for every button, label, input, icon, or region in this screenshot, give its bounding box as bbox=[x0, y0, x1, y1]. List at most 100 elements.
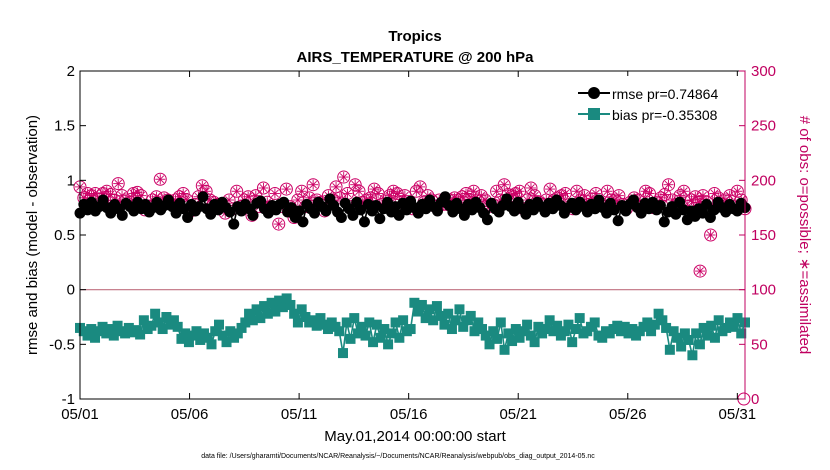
bias-point bbox=[337, 348, 348, 359]
rmse-point bbox=[335, 212, 347, 224]
rmse-point bbox=[355, 204, 367, 216]
bias-point bbox=[161, 312, 172, 322]
obs-assimilated-point bbox=[269, 188, 280, 199]
bias-point bbox=[236, 322, 247, 333]
legend-rmse-label: rmse pr=0.74864 bbox=[612, 86, 718, 102]
bias-point bbox=[668, 326, 679, 337]
bias-point bbox=[653, 308, 664, 319]
bias-point bbox=[559, 326, 570, 337]
bias-point bbox=[567, 337, 578, 348]
bias-point bbox=[510, 324, 521, 335]
rmse-point bbox=[358, 216, 370, 228]
y-tick-label-right: 250 bbox=[751, 118, 776, 135]
bias-point bbox=[292, 317, 303, 328]
bias-point bbox=[183, 337, 194, 348]
y-tick-label-left: 2 bbox=[67, 63, 75, 80]
obs-assimilated-point bbox=[338, 172, 349, 183]
obs-assimilated-point bbox=[602, 186, 613, 197]
rmse-point bbox=[701, 198, 713, 210]
bias-point bbox=[683, 334, 694, 345]
bias-point bbox=[503, 328, 514, 339]
bias-point bbox=[379, 324, 390, 335]
x-tick-label: 05/26 bbox=[609, 406, 647, 423]
x-tick-label: 05/01 bbox=[61, 406, 99, 423]
data-file-footnote: data file: /Users/gharamti/Documents/NCA… bbox=[201, 453, 595, 460]
bias-point bbox=[244, 308, 255, 319]
obs-assimilated-point bbox=[373, 188, 384, 199]
obs-assimilated-point bbox=[334, 192, 345, 203]
obs-possible-point bbox=[413, 180, 427, 194]
obs-assimilated-point bbox=[663, 179, 674, 190]
rmse-point bbox=[224, 206, 236, 218]
x-tick-label: 05/16 bbox=[390, 406, 428, 423]
obs-possible-point bbox=[524, 181, 538, 195]
x-tick-label: 05/06 bbox=[171, 406, 209, 423]
bias-point bbox=[240, 317, 251, 328]
obs-assimilated-point bbox=[468, 186, 479, 197]
bias-point bbox=[405, 324, 416, 335]
obs-possible-point bbox=[693, 264, 707, 278]
bias-point bbox=[646, 326, 657, 337]
obs-assimilated-point bbox=[705, 230, 716, 240]
bias-point bbox=[398, 315, 409, 326]
bias-point bbox=[394, 332, 405, 343]
bias-point bbox=[627, 324, 638, 335]
obs-assimilated-point bbox=[545, 184, 556, 195]
bias-point bbox=[375, 332, 386, 343]
x-tick-label: 05/21 bbox=[499, 406, 537, 423]
rmse-point bbox=[182, 212, 194, 224]
legend: rmse pr=0.74864 bias pr=-0.35308 bbox=[575, 76, 740, 124]
bias-point bbox=[446, 324, 457, 335]
bias-point bbox=[552, 320, 563, 331]
rmse-point bbox=[374, 213, 386, 225]
bias-point bbox=[597, 332, 608, 343]
rmse-point bbox=[247, 209, 259, 221]
obs-possible-point bbox=[704, 228, 718, 242]
rmse-point bbox=[228, 218, 240, 230]
y-tick-label-left: 1.5 bbox=[54, 118, 75, 135]
bias-point bbox=[168, 315, 179, 326]
y-tick-label-left: -0.5 bbox=[49, 336, 75, 353]
bias-point bbox=[105, 324, 116, 335]
obs-assimilated-point bbox=[514, 186, 525, 197]
bias-point bbox=[450, 315, 461, 326]
bias-point bbox=[473, 317, 484, 328]
bias-point bbox=[368, 337, 379, 348]
bias-point bbox=[664, 344, 675, 355]
y-tick-label-right: 100 bbox=[751, 282, 776, 299]
bias-point bbox=[180, 328, 191, 339]
x-tick-label: 05/11 bbox=[281, 406, 317, 423]
rmse-point bbox=[320, 205, 332, 217]
y-axis-label-right: # of obs: o=possible; ∗=assimilated bbox=[796, 116, 813, 355]
bias-point bbox=[443, 308, 454, 319]
bias-point bbox=[672, 332, 683, 343]
bias-point bbox=[525, 330, 536, 341]
bias-point bbox=[349, 313, 360, 324]
bias-point bbox=[300, 312, 311, 322]
bias-point bbox=[563, 319, 574, 330]
bias-point bbox=[687, 350, 698, 361]
bias-point bbox=[262, 308, 273, 319]
legend-bias-label: bias pr=-0.35308 bbox=[612, 107, 718, 123]
rmse-point bbox=[116, 209, 128, 221]
obs-possible-point bbox=[677, 184, 691, 198]
bias-point bbox=[266, 297, 277, 308]
bias-point bbox=[420, 313, 431, 324]
obs-possible-point bbox=[272, 217, 286, 231]
obs-assimilated-point bbox=[659, 189, 670, 200]
rmse-point bbox=[458, 209, 470, 221]
obs-assimilated-point bbox=[231, 186, 242, 197]
rmse-point bbox=[612, 215, 624, 227]
obs-assimilated-point bbox=[292, 195, 303, 206]
bias-point bbox=[612, 320, 623, 331]
obs-assimilated-point bbox=[732, 186, 743, 197]
obs-assimilated-point bbox=[644, 188, 655, 199]
obs-assimilated-point bbox=[331, 181, 342, 192]
rmse-point bbox=[439, 191, 451, 203]
chart-title: Tropics bbox=[388, 28, 441, 45]
obs-possible-point bbox=[662, 178, 676, 192]
obs-possible-point bbox=[111, 177, 125, 191]
x-tick-label: 05/31 bbox=[719, 406, 757, 423]
bias-point bbox=[499, 344, 510, 355]
